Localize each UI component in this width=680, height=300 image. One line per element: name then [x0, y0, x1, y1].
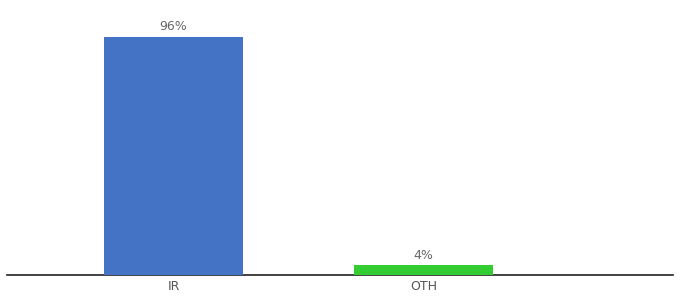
- Text: 4%: 4%: [413, 248, 433, 262]
- Bar: [354, 265, 492, 275]
- Text: 96%: 96%: [160, 20, 188, 33]
- Bar: [104, 37, 243, 275]
